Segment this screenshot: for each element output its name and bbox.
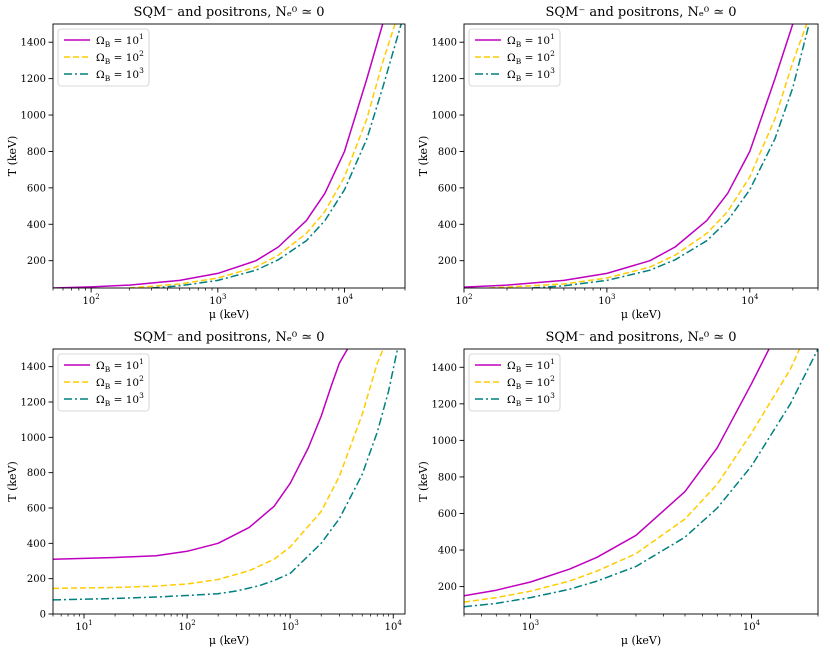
legend-label-1: ΩB = 101 <box>507 32 555 49</box>
legend-box <box>57 28 150 87</box>
x-tick-label: 102 <box>179 619 196 633</box>
series-line-2 <box>489 24 808 288</box>
series-line-1 <box>464 349 770 597</box>
y-tick-label: 1400 <box>432 38 457 49</box>
chart-title: SQM⁻ and positrons, Nₑ⁰ ≃ 0 <box>545 330 736 345</box>
x-axis-label: μ (keV) <box>621 634 661 647</box>
series-line-1 <box>53 349 349 560</box>
legend-label-1: ΩB = 101 <box>507 357 555 374</box>
y-tick-label: 1000 <box>21 111 46 122</box>
series-line-3 <box>532 24 810 288</box>
y-tick-label: 600 <box>27 183 46 194</box>
legend-box <box>468 353 561 412</box>
plot-frame <box>463 348 819 615</box>
x-tick-label: 104 <box>743 619 761 633</box>
plot-frame <box>52 23 406 289</box>
y-tick-label: 400 <box>27 539 46 550</box>
x-tick-label: 104 <box>385 619 403 633</box>
series-line-2 <box>129 24 396 288</box>
y-tick-label: 1000 <box>432 436 457 447</box>
y-tick-label: 800 <box>438 472 457 483</box>
x-axis-label: μ (keV) <box>621 308 661 321</box>
legend-box <box>57 353 150 412</box>
plot-frame <box>463 23 819 289</box>
y-tick-label: 800 <box>27 468 46 479</box>
y-tick-label: 1400 <box>21 38 46 49</box>
y-tick-label: 600 <box>27 504 46 515</box>
y-tick-label: 1400 <box>432 363 457 374</box>
series-line-3 <box>53 349 399 601</box>
y-tick-label: 1400 <box>21 362 46 373</box>
legend-label-3: ΩB = 103 <box>96 66 144 83</box>
plot-frame <box>52 348 406 615</box>
y-tick-label: 1000 <box>21 433 46 444</box>
chart-panel-1: SQM⁻ and positrons, Nₑ⁰ ≃ 0 102 103 104 200 4… <box>6 5 406 321</box>
x-tick-label: 104 <box>336 293 354 307</box>
y-tick-label: 1200 <box>432 399 457 410</box>
chart-panel-4: SQM⁻ and positrons, Nₑ⁰ ≃ 0 103 104 200 400 6… <box>417 330 819 647</box>
y-tick-label: 400 <box>438 546 457 557</box>
y-tick-label: 200 <box>27 256 46 267</box>
y-tick-label: 200 <box>27 574 46 585</box>
y-tick-label: 0 <box>40 610 46 621</box>
x-tick-label: 104 <box>741 293 759 307</box>
x-tick-label: 103 <box>282 619 299 633</box>
y-tick-label: 200 <box>438 256 457 267</box>
y-tick-label: 800 <box>438 147 457 158</box>
series-line-1 <box>53 24 384 288</box>
chart-panel-2: SQM⁻ and positrons, Nₑ⁰ ≃ 0 102 103 104 200 4… <box>417 5 819 321</box>
legend-label-1: ΩB = 101 <box>96 357 144 374</box>
series-line-3 <box>464 349 818 608</box>
y-tick-label: 800 <box>27 147 46 158</box>
legend-label-3: ΩB = 103 <box>96 391 144 408</box>
chart-title: SQM⁻ and positrons, Nₑ⁰ ≃ 0 <box>133 330 324 345</box>
y-tick-label: 1200 <box>21 398 46 409</box>
chart-title: SQM⁻ and positrons, Nₑ⁰ ≃ 0 <box>545 5 736 20</box>
y-tick-label: 1200 <box>21 74 46 85</box>
series-line-2 <box>53 349 384 590</box>
x-axis-label: μ (keV) <box>209 634 249 647</box>
x-tick-label: 103 <box>522 619 539 633</box>
series-line-1 <box>464 24 794 288</box>
series-line-2 <box>464 349 801 603</box>
legend-label-2: ΩB = 102 <box>507 49 555 66</box>
legend-box <box>468 28 561 87</box>
legend-label-2: ΩB = 102 <box>96 374 144 391</box>
x-tick-label: 102 <box>455 293 472 307</box>
legend-label-2: ΩB = 102 <box>507 374 555 391</box>
y-axis-label: T (keV) <box>6 136 19 177</box>
chart-title: SQM⁻ and positrons, Nₑ⁰ ≃ 0 <box>133 5 324 20</box>
legend-label-2: ΩB = 102 <box>96 49 144 66</box>
chart-panel-3: SQM⁻ and positrons, Nₑ⁰ ≃ 0 101 102 103 104 0… <box>6 330 406 647</box>
y-axis-label: T (keV) <box>6 461 19 502</box>
y-tick-label: 400 <box>438 220 457 231</box>
x-tick-label: 103 <box>598 293 615 307</box>
y-axis-label: T (keV) <box>417 461 430 502</box>
y-tick-label: 1200 <box>432 74 457 85</box>
legend-label-3: ΩB = 103 <box>507 391 555 408</box>
legend-label-1: ΩB = 101 <box>96 32 144 49</box>
legend-label-3: ΩB = 103 <box>507 66 555 83</box>
x-tick-label: 101 <box>75 619 92 633</box>
y-tick-label: 600 <box>438 183 457 194</box>
y-tick-label: 200 <box>438 582 457 593</box>
y-tick-label: 1000 <box>432 111 457 122</box>
x-tick-label: 103 <box>209 293 226 307</box>
y-tick-label: 600 <box>438 509 457 520</box>
x-axis-label: μ (keV) <box>209 308 249 321</box>
series-line-3 <box>151 24 402 288</box>
y-axis-label: T (keV) <box>417 136 430 177</box>
y-tick-label: 400 <box>27 220 46 231</box>
x-tick-label: 102 <box>83 293 100 307</box>
